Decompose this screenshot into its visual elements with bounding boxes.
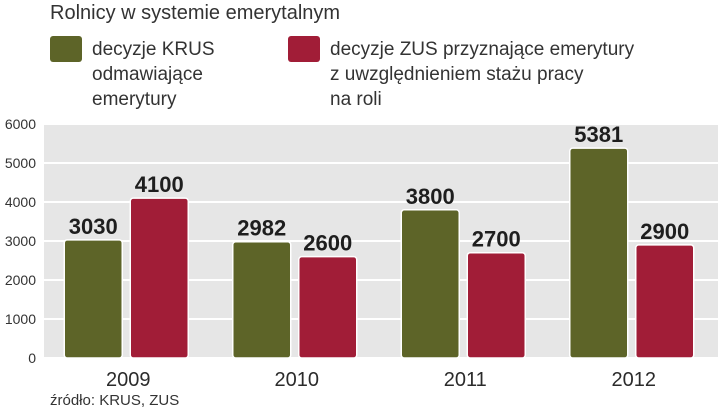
x-tick-label: 2011	[444, 369, 487, 391]
data-label: 4100	[135, 172, 184, 197]
data-label: 2700	[472, 227, 521, 252]
chart-title: Rolnicy w systemie emerytalnym	[50, 2, 341, 24]
bar-krus-2012	[569, 147, 629, 359]
y-tick-label: 4000	[5, 194, 36, 210]
legend-swatch-zus	[288, 36, 320, 62]
x-tick-label: 2012	[612, 369, 657, 391]
y-tick-label: 1000	[5, 311, 36, 327]
y-tick-label: 0	[28, 350, 36, 366]
bar-zus-2011	[466, 251, 526, 359]
data-label: 2600	[303, 231, 352, 256]
y-tick-label: 6000	[5, 116, 36, 132]
data-label: 2982	[237, 216, 286, 241]
bar-krus-2010	[232, 240, 292, 359]
legend-swatch-krus	[50, 36, 82, 62]
source-note: źródło: KRUS, ZUS	[50, 392, 180, 409]
y-tick-label: 2000	[5, 272, 36, 288]
data-label: 3030	[69, 214, 118, 239]
legend-label-krus: decyzje KRUS odmawiające emerytury	[92, 39, 215, 110]
y-tick-label: 3000	[5, 233, 36, 249]
bar-zus-2012	[635, 244, 695, 359]
bar-zus-2010	[298, 255, 358, 359]
x-tick-label: 2009	[106, 369, 151, 391]
data-label: 2900	[640, 219, 689, 244]
bar-krus-2009	[63, 239, 123, 359]
bar-krus-2011	[400, 209, 460, 359]
legend-label-zus: decyzje ZUS przyznające emerytury z uwzg…	[330, 39, 635, 110]
y-tick-label: 5000	[5, 155, 36, 171]
data-label: 3800	[406, 184, 455, 209]
data-label: 5381	[574, 122, 623, 147]
x-tick-label: 2010	[275, 369, 320, 391]
bar-zus-2009	[129, 197, 189, 359]
